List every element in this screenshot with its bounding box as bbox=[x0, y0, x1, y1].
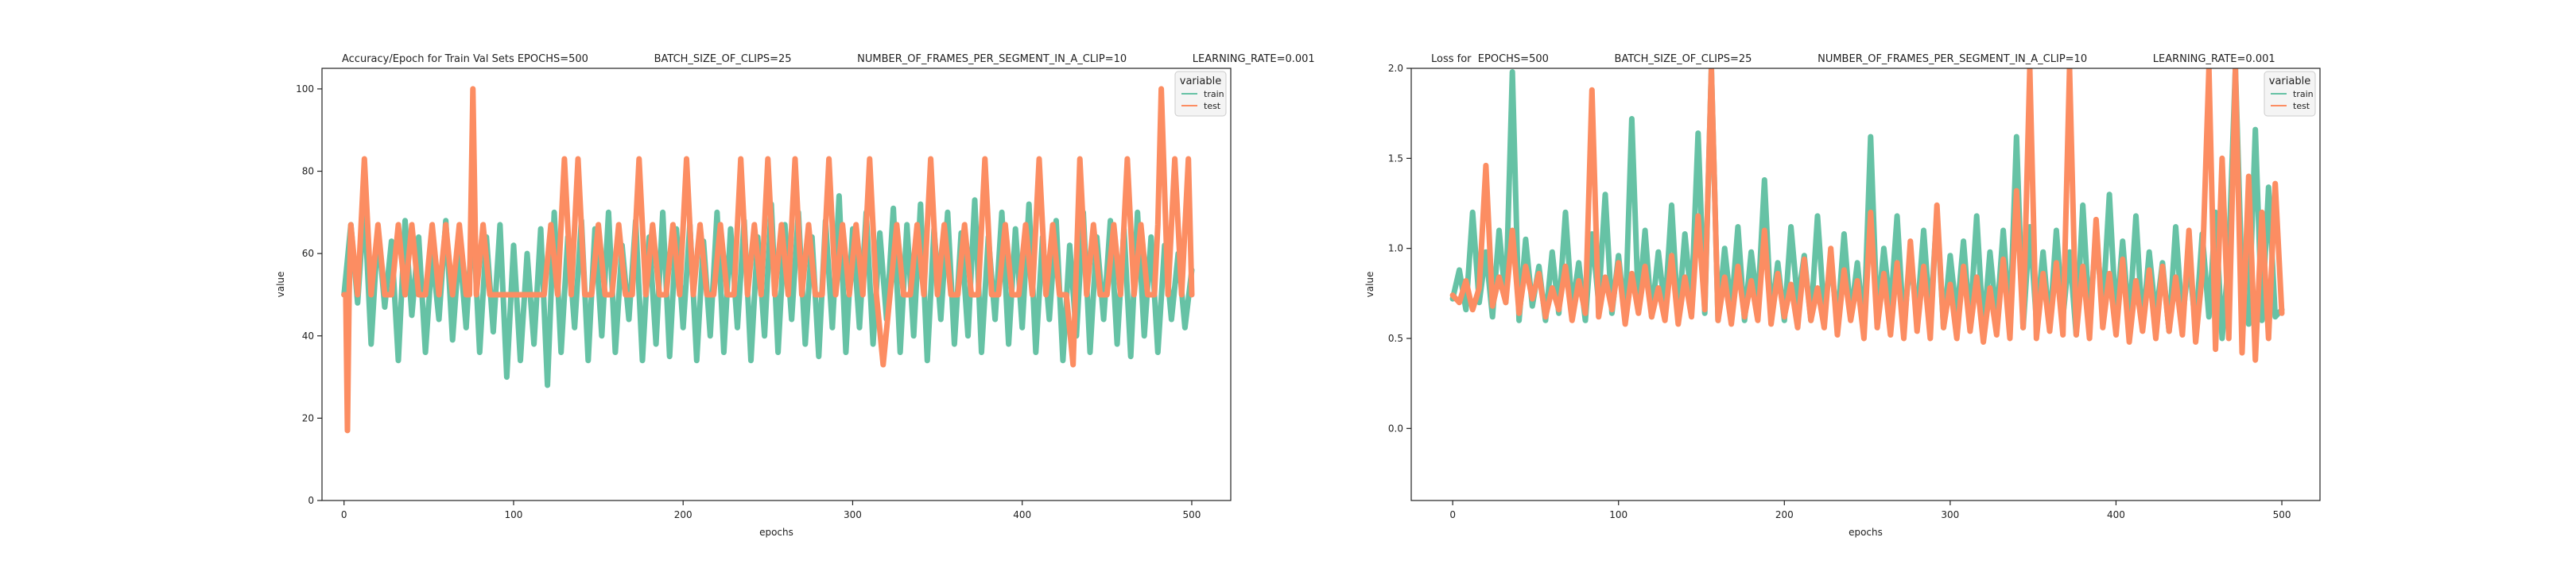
x-tick-label: 300 bbox=[844, 509, 862, 520]
y-tick-label: 0 bbox=[308, 495, 314, 506]
x-tick-label: 500 bbox=[1183, 509, 1201, 520]
y-tick-label: 100 bbox=[296, 83, 314, 95]
series-line-test bbox=[1449, 68, 2285, 363]
x-tick-label: 0 bbox=[341, 509, 347, 520]
chart-title: Accuracy/Epoch for Train Val Sets EPOCHS… bbox=[342, 53, 1315, 65]
plot-frame bbox=[1410, 68, 2321, 501]
legend-title: variable bbox=[1180, 75, 1221, 87]
y-tick-label: 0.5 bbox=[1388, 333, 1403, 344]
y-tick-label: 0.0 bbox=[1388, 423, 1403, 434]
x-tick-label: 100 bbox=[1609, 509, 1627, 520]
x-tick-label: 500 bbox=[2273, 509, 2291, 520]
x-tick-label: 400 bbox=[1013, 509, 1031, 520]
x-tick-label: 0 bbox=[1449, 509, 1456, 520]
legend-label-test: test bbox=[2293, 101, 2310, 111]
legend-label-test: test bbox=[1204, 101, 1221, 111]
y-axis-label: value bbox=[1364, 272, 1375, 298]
y-tick-label: 1.0 bbox=[1388, 243, 1403, 254]
y-axis-label: value bbox=[275, 272, 286, 298]
y-tick-label: 60 bbox=[302, 248, 314, 259]
legend: variable train test bbox=[1174, 71, 1227, 117]
y-tick-label: 2.0 bbox=[1388, 63, 1403, 74]
y-tick-label: 40 bbox=[302, 330, 314, 342]
legend-title: variable bbox=[2269, 75, 2310, 87]
plot-frame bbox=[321, 68, 1232, 501]
x-axis-label: epochs bbox=[759, 527, 793, 538]
plot-area bbox=[341, 86, 1195, 434]
x-axis-label: epochs bbox=[1849, 527, 1883, 538]
y-tick-label: 20 bbox=[302, 412, 314, 423]
x-tick-label: 200 bbox=[1775, 509, 1794, 520]
chart-title: Loss for EPOCHS=500 BATCH_SIZE_OF_CLIPS=… bbox=[1431, 53, 2275, 65]
x-tick-label: 400 bbox=[2107, 509, 2125, 520]
series-line-test bbox=[341, 86, 1195, 434]
chart-1: Accuracy/Epoch for Train Val Sets EPOCHS… bbox=[275, 53, 1315, 538]
legend-label-train: train bbox=[1204, 89, 1224, 99]
y-tick-label: 80 bbox=[302, 166, 314, 177]
chart-2: Loss for EPOCHS=500 BATCH_SIZE_OF_CLIPS=… bbox=[1364, 53, 2321, 538]
plot-area bbox=[1449, 68, 2285, 363]
legend: variable train test bbox=[2264, 71, 2316, 117]
y-tick-label: 1.5 bbox=[1388, 153, 1403, 164]
legend-label-train: train bbox=[2293, 89, 2314, 99]
x-tick-label: 100 bbox=[505, 509, 523, 520]
x-tick-label: 200 bbox=[674, 509, 692, 520]
x-tick-label: 300 bbox=[1941, 509, 1959, 520]
